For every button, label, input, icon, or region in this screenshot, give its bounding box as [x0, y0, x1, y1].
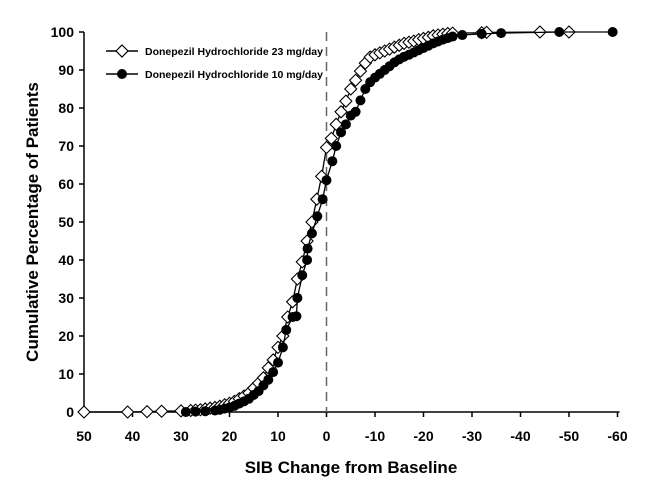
data-point-circle: [350, 106, 361, 117]
legend-label-10mg: Donepezil Hydrochloride 10 mg/day: [145, 69, 323, 81]
data-point-circle: [554, 27, 565, 37]
y-tick-label: 0: [66, 404, 74, 420]
x-tick-label: 40: [125, 428, 141, 444]
legend-marker-10mg-circle-icon: [117, 69, 127, 79]
series-10mg: [180, 27, 618, 417]
data-point-circle: [340, 119, 351, 130]
data-point-diamond: [339, 94, 353, 108]
data-point-circle: [281, 324, 292, 335]
y-axis-label: Cumulative Percentage of Patients: [23, 82, 42, 362]
series-group: [77, 25, 618, 419]
x-tick-label: -30: [462, 428, 482, 444]
data-point-circle: [302, 243, 313, 254]
x-tick-label: 30: [173, 428, 189, 444]
data-point-circle: [607, 27, 618, 37]
data-point-circle: [306, 228, 317, 239]
data-point-circle: [496, 28, 507, 39]
x-tick-label: 50: [76, 428, 92, 444]
data-point-circle: [180, 407, 191, 417]
data-point-diamond: [319, 140, 334, 155]
y-tick-label: 10: [58, 366, 74, 382]
data-point-circle: [302, 255, 313, 265]
legend-label-23mg: Donepezil Hydrochloride 23 mg/day: [145, 46, 323, 58]
data-point-circle: [355, 95, 366, 106]
data-point-circle: [200, 406, 211, 417]
data-point-diamond: [140, 404, 154, 419]
data-point-circle: [317, 194, 328, 205]
series-line: [185, 31, 613, 413]
y-tick-label: 50: [58, 214, 74, 230]
data-point-circle: [312, 211, 323, 222]
y-tick-label: 40: [58, 252, 74, 268]
data-point-diamond: [348, 73, 363, 88]
x-axis-label: SIB Change from Baseline: [245, 458, 458, 477]
x-tick-label: 0: [323, 428, 331, 444]
data-point-circle: [297, 270, 308, 281]
data-point-circle: [292, 293, 303, 303]
data-point-circle: [476, 28, 487, 39]
data-point-diamond: [154, 404, 169, 419]
x-tick-label: -50: [559, 428, 579, 444]
data-point-diamond: [343, 82, 358, 96]
x-tick-label: -40: [510, 428, 530, 444]
data-point-circle: [268, 367, 279, 378]
y-tick-label: 60: [58, 176, 74, 192]
data-point-circle: [331, 141, 342, 151]
data-point-circle: [457, 30, 468, 41]
data-point-diamond: [334, 105, 348, 119]
data-point-circle: [263, 374, 274, 385]
x-tick-label: -10: [365, 428, 385, 444]
y-tick-label: 20: [58, 328, 74, 344]
legend: Donepezil Hydrochloride 23 mg/day Donepe…: [106, 44, 323, 81]
y-tick-label: 30: [58, 290, 74, 306]
y-tick-label: 90: [58, 62, 74, 78]
legend-marker-23mg-diamond-icon: [115, 44, 129, 58]
data-point-diamond: [353, 64, 368, 78]
y-tick-label: 80: [58, 100, 74, 116]
x-tick-label: -20: [413, 428, 433, 444]
data-point-circle: [327, 156, 338, 167]
y-tick-label: 100: [51, 24, 75, 40]
data-point-circle: [291, 311, 302, 322]
x-tick-label: 10: [270, 428, 286, 444]
data-point-circle: [273, 357, 283, 368]
y-tick-label: 70: [58, 138, 74, 154]
data-point-diamond: [329, 117, 343, 132]
data-point-circle: [190, 406, 201, 417]
data-point-diamond: [77, 405, 91, 419]
data-point-diamond: [120, 405, 135, 419]
data-point-circle: [321, 175, 332, 186]
x-tick-label: -60: [607, 428, 627, 444]
data-point-circle: [336, 127, 347, 138]
data-point-circle: [277, 342, 288, 353]
data-point-circle: [447, 31, 458, 42]
x-tick-label: 20: [222, 428, 238, 444]
